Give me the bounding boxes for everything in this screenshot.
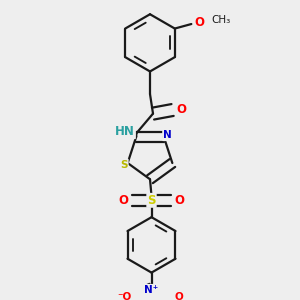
Text: ⁻O: ⁻O [117,292,131,300]
Text: N⁺: N⁺ [144,285,159,295]
Text: S: S [147,194,156,207]
Text: O: O [175,292,184,300]
Text: O: O [175,194,184,207]
Text: O: O [176,103,186,116]
Text: O: O [118,194,128,207]
Text: HN: HN [115,125,135,138]
Text: N: N [163,130,172,140]
Text: S: S [120,160,128,170]
Text: O: O [195,16,205,29]
Text: CH₃: CH₃ [212,15,231,26]
